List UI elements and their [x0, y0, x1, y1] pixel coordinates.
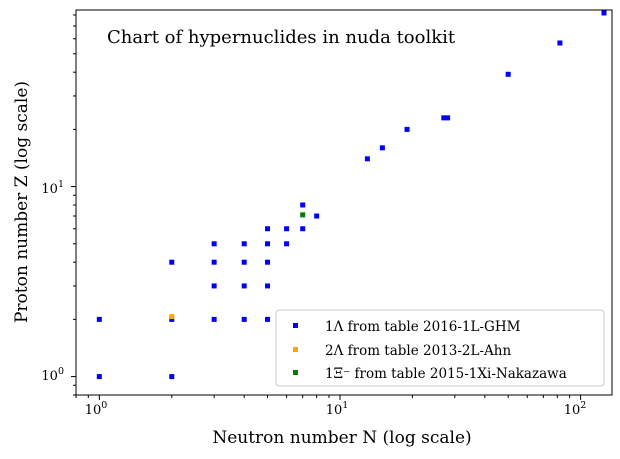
- data-point-s0-4: [211, 316, 217, 322]
- x-tick-label-0: 100: [85, 400, 108, 418]
- data-point-s0-7: [169, 259, 175, 265]
- data-point-s0-10: [265, 283, 271, 289]
- data-point-s0-3: [169, 316, 175, 322]
- data-point-s0-13: [265, 259, 271, 265]
- data-point-s0-17: [265, 226, 271, 232]
- data-point-s0-8: [211, 283, 217, 289]
- y-tick-label-0: 100: [41, 366, 64, 384]
- y-tick-label-1: 101: [41, 179, 64, 197]
- data-point-s0-21: [300, 202, 306, 208]
- data-point-s0-11: [211, 259, 217, 265]
- series-1: [169, 314, 175, 320]
- y-axis-label: Proton number Z (log scale): [12, 81, 32, 323]
- data-point-s0-5: [241, 316, 247, 322]
- data-point-s0-1: [169, 374, 175, 380]
- legend-label-2lambda: 2Λ from table 2013-2L-Ahn: [325, 343, 511, 359]
- legend-frame: [275, 309, 605, 387]
- data-point-s0-30: [601, 10, 607, 16]
- legend-label-1xi: 1Ξ⁻ from table 2015-1Xi-Nakazawa: [325, 366, 567, 382]
- points-layer: [96, 10, 607, 380]
- data-point-s2-0: [300, 212, 306, 218]
- data-point-s0-15: [241, 241, 247, 247]
- data-point-s0-12: [241, 259, 247, 265]
- data-point-s1-0: [169, 314, 175, 320]
- x-axis-label: Neutron number N (log scale): [212, 428, 471, 448]
- series-2: [300, 212, 306, 218]
- data-point-s0-20: [300, 226, 306, 232]
- y-tick-labels: 100 101: [41, 179, 64, 384]
- ticks-layer: [71, 14, 582, 400]
- series-0: [96, 10, 607, 380]
- data-point-s0-24: [379, 145, 385, 151]
- x-tick-labels: 100 101 102: [85, 400, 587, 418]
- legend-marker-1lambda: [293, 323, 298, 328]
- data-point-s0-2: [96, 316, 102, 322]
- data-point-s0-18: [284, 241, 290, 247]
- data-point-s0-16: [265, 241, 271, 247]
- data-point-s0-29: [557, 40, 563, 46]
- data-point-s0-28: [505, 71, 511, 77]
- data-point-s0-23: [364, 156, 370, 162]
- legend-marker-2lambda: [293, 347, 298, 352]
- plot-area-frame: [75, 9, 613, 396]
- data-point-s0-26: [441, 115, 447, 121]
- data-point-s0-9: [241, 283, 247, 289]
- chart-title: Chart of hypernuclides in nuda toolkit: [107, 27, 456, 48]
- data-point-s0-25: [404, 126, 410, 132]
- data-point-s0-0: [96, 374, 102, 380]
- data-point-s0-6: [265, 316, 271, 322]
- x-tick-label-1: 101: [326, 400, 349, 418]
- data-point-s0-14: [211, 241, 217, 247]
- data-point-s0-22: [314, 213, 320, 219]
- legend-label-1lambda: 1Λ from table 2016-1L-GHM: [325, 319, 521, 335]
- legend: 1Λ from table 2016-1L-GHM 2Λ from table …: [275, 309, 605, 387]
- legend-marker-1xi: [293, 370, 298, 375]
- data-point-s0-19: [284, 226, 290, 232]
- data-point-s0-27: [445, 115, 451, 121]
- x-tick-label-2: 102: [564, 400, 587, 418]
